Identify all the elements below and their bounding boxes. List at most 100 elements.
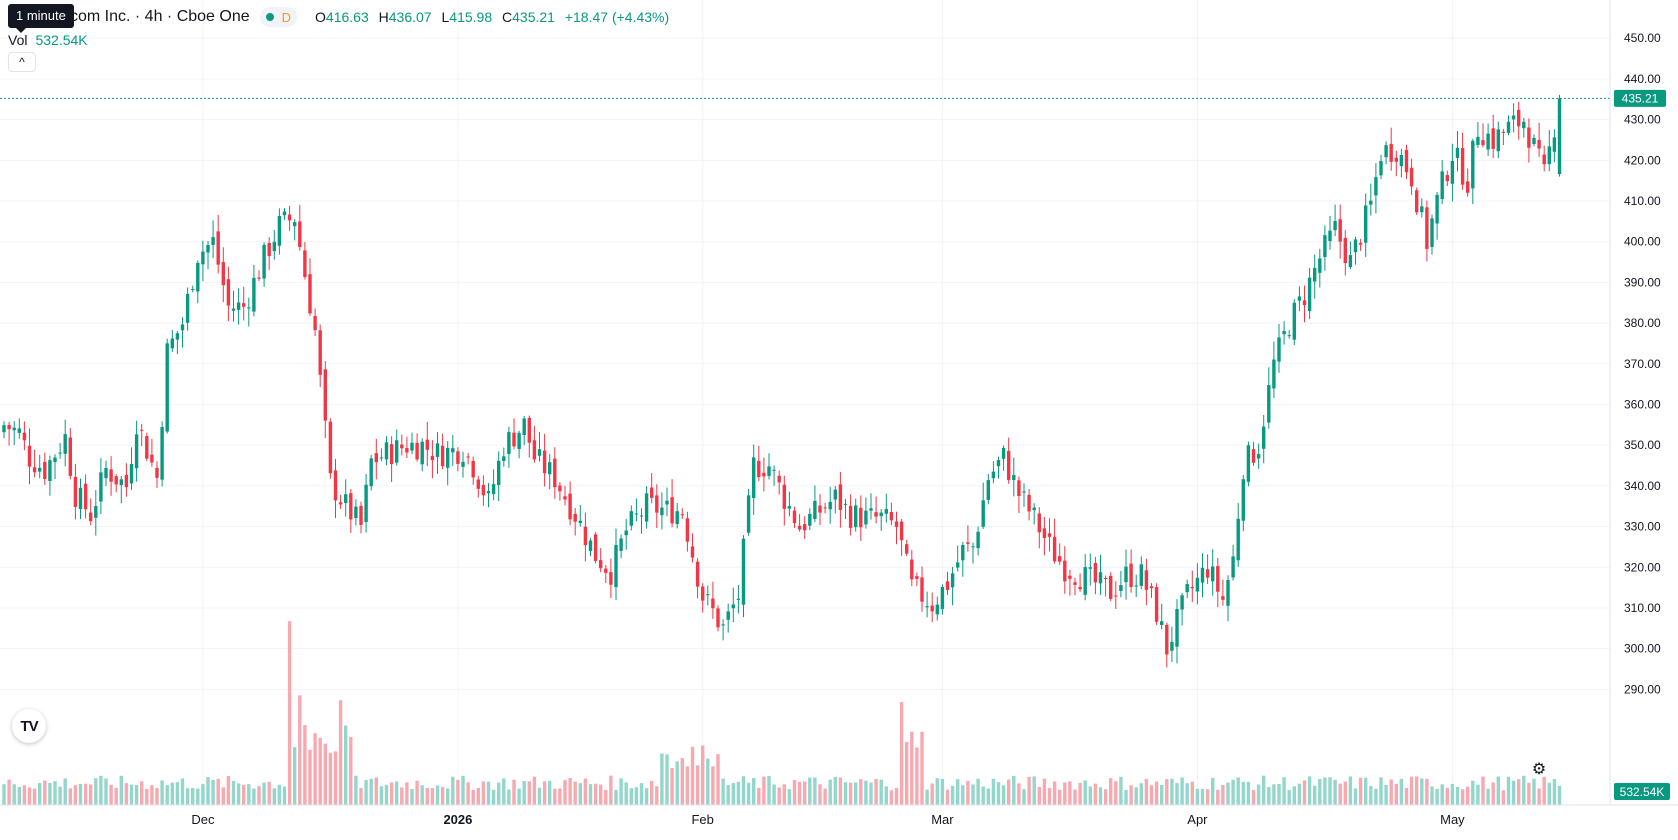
candle[interactable] bbox=[1129, 549, 1133, 593]
candle[interactable] bbox=[206, 240, 210, 270]
candle[interactable] bbox=[405, 436, 409, 459]
candle[interactable] bbox=[542, 433, 547, 487]
candle[interactable] bbox=[568, 481, 572, 526]
candle[interactable] bbox=[593, 532, 598, 564]
candle[interactable] bbox=[124, 463, 129, 497]
candle[interactable] bbox=[777, 470, 781, 495]
candle[interactable] bbox=[665, 487, 669, 517]
candle[interactable] bbox=[1384, 141, 1388, 165]
candle[interactable] bbox=[1052, 518, 1057, 564]
candle[interactable] bbox=[797, 514, 802, 532]
candle[interactable] bbox=[818, 494, 822, 526]
candle[interactable] bbox=[996, 456, 1001, 479]
candle[interactable] bbox=[313, 308, 317, 336]
candle[interactable] bbox=[1537, 122, 1541, 157]
candle[interactable] bbox=[1241, 474, 1245, 532]
candle[interactable] bbox=[823, 502, 827, 514]
candle[interactable] bbox=[1374, 163, 1378, 214]
candle[interactable] bbox=[338, 494, 343, 510]
candle[interactable] bbox=[1369, 183, 1373, 216]
candle[interactable] bbox=[609, 558, 613, 599]
candle[interactable] bbox=[507, 426, 511, 468]
candle[interactable] bbox=[1476, 122, 1480, 148]
candle[interactable] bbox=[1343, 230, 1347, 276]
candle[interactable] bbox=[1042, 516, 1047, 556]
candle[interactable] bbox=[1404, 144, 1409, 179]
candle[interactable] bbox=[685, 511, 690, 552]
candle[interactable] bbox=[1532, 134, 1536, 147]
candle[interactable] bbox=[502, 447, 506, 467]
candle[interactable] bbox=[430, 440, 435, 479]
candle[interactable] bbox=[1180, 592, 1184, 626]
candle[interactable] bbox=[1231, 544, 1235, 581]
candle[interactable] bbox=[1032, 503, 1036, 525]
candle[interactable] bbox=[1251, 441, 1256, 466]
candle[interactable] bbox=[1297, 286, 1302, 312]
candle[interactable] bbox=[935, 596, 939, 621]
candle[interactable] bbox=[1547, 130, 1551, 172]
candle[interactable] bbox=[1124, 549, 1128, 600]
candle[interactable] bbox=[1517, 101, 1521, 140]
candle[interactable] bbox=[629, 505, 633, 531]
candle[interactable] bbox=[1037, 507, 1041, 549]
candle[interactable] bbox=[803, 516, 807, 539]
candle[interactable] bbox=[1098, 554, 1103, 595]
candle[interactable] bbox=[1496, 121, 1500, 159]
candle[interactable] bbox=[578, 505, 582, 527]
candle[interactable] bbox=[119, 475, 123, 504]
candle[interactable] bbox=[1491, 114, 1495, 159]
candle[interactable] bbox=[1358, 238, 1363, 251]
candle[interactable] bbox=[48, 455, 52, 496]
candle[interactable] bbox=[420, 438, 424, 472]
candle[interactable] bbox=[242, 286, 246, 321]
candle[interactable] bbox=[1149, 583, 1154, 598]
candle[interactable] bbox=[925, 591, 929, 618]
candle[interactable] bbox=[369, 454, 373, 491]
candle[interactable] bbox=[196, 260, 200, 304]
candle[interactable] bbox=[1272, 341, 1276, 399]
candle[interactable] bbox=[257, 270, 261, 282]
candle[interactable] bbox=[446, 441, 450, 486]
candle[interactable] bbox=[170, 329, 174, 353]
candle[interactable] bbox=[1318, 248, 1322, 288]
candle[interactable] bbox=[12, 421, 16, 446]
candle[interactable] bbox=[160, 421, 164, 487]
candle[interactable] bbox=[1236, 503, 1240, 567]
candle[interactable] bbox=[956, 545, 960, 572]
candle[interactable] bbox=[563, 485, 567, 506]
candle[interactable] bbox=[1440, 160, 1444, 205]
candle[interactable] bbox=[22, 421, 27, 451]
candle[interactable] bbox=[68, 428, 72, 480]
candle[interactable] bbox=[1501, 128, 1506, 146]
candle[interactable] bbox=[680, 508, 684, 520]
candle[interactable] bbox=[787, 491, 792, 517]
candle[interactable] bbox=[706, 585, 710, 606]
candle[interactable] bbox=[252, 264, 256, 317]
candle[interactable] bbox=[1425, 200, 1429, 262]
candle[interactable] bbox=[950, 566, 955, 606]
candle[interactable] bbox=[1027, 489, 1031, 521]
candle[interactable] bbox=[231, 290, 236, 322]
candle[interactable] bbox=[53, 454, 57, 480]
candle[interactable] bbox=[303, 242, 307, 280]
candle[interactable] bbox=[94, 489, 98, 536]
candle[interactable] bbox=[966, 525, 970, 552]
candle[interactable] bbox=[537, 432, 542, 462]
candle[interactable] bbox=[726, 603, 730, 633]
candle[interactable] bbox=[211, 220, 215, 259]
candle[interactable] bbox=[624, 518, 628, 550]
candle[interactable] bbox=[1221, 579, 1225, 606]
candle[interactable] bbox=[1409, 158, 1414, 195]
candle[interactable] bbox=[1068, 569, 1072, 596]
collapse-legend-button[interactable]: ^ bbox=[8, 52, 36, 72]
candle[interactable] bbox=[1165, 622, 1169, 668]
candle[interactable] bbox=[1154, 583, 1159, 625]
candle[interactable] bbox=[1109, 572, 1113, 602]
candle[interactable] bbox=[894, 511, 899, 545]
candle[interactable] bbox=[1389, 127, 1393, 171]
candle[interactable] bbox=[236, 288, 241, 325]
candle[interactable] bbox=[298, 204, 302, 251]
candle[interactable] bbox=[7, 421, 11, 446]
candle[interactable] bbox=[415, 433, 419, 462]
candle[interactable] bbox=[114, 474, 118, 493]
